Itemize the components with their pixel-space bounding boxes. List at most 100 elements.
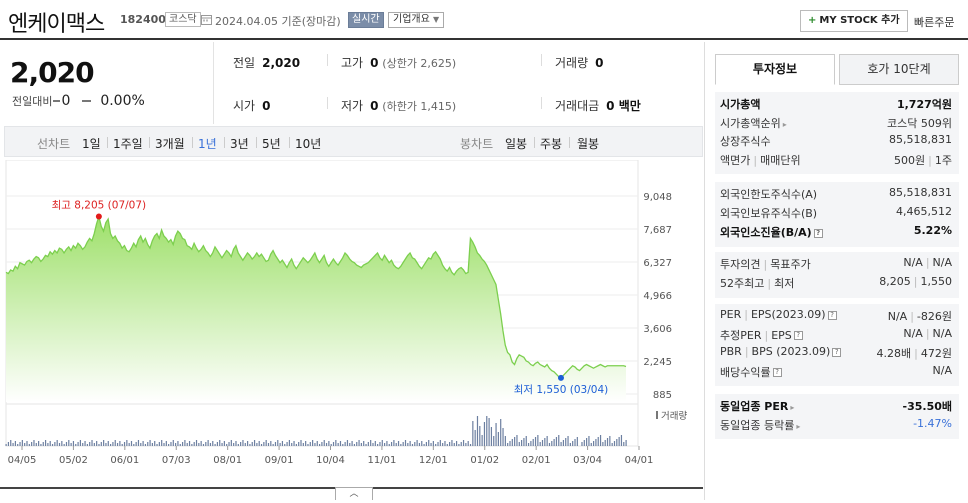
- tab-orderbook[interactable]: 호가 10단계: [839, 54, 959, 85]
- volume-bar: [620, 435, 623, 446]
- volume-bar: [168, 444, 170, 446]
- tab-invest-info[interactable]: 투자정보: [715, 54, 835, 85]
- info-label: 시가총액: [720, 98, 761, 111]
- period-3m[interactable]: 3개월: [155, 137, 185, 151]
- candle-monthly[interactable]: 월봉: [577, 137, 600, 151]
- expand-handle[interactable]: ︿: [335, 487, 373, 500]
- volume-bar: [207, 440, 209, 446]
- volume-bar: [288, 440, 290, 446]
- volume-bar: [142, 441, 144, 446]
- volume-bar: [581, 442, 583, 446]
- help-icon[interactable]: ?: [813, 228, 823, 238]
- period-3y[interactable]: 3년: [230, 137, 249, 151]
- volume-bar: [548, 443, 551, 446]
- volume-bar: [277, 440, 279, 446]
- period-1w[interactable]: 1주일: [113, 137, 143, 151]
- volume-bar: [462, 440, 465, 446]
- volume-bar: [507, 443, 509, 446]
- volume-bar: [332, 442, 335, 446]
- flat-icon: [53, 100, 61, 102]
- info-row: 52주최고 | 최저 8,205 | 1,550: [720, 275, 954, 293]
- volume-bar: [544, 438, 546, 446]
- volume-bar: [597, 437, 599, 446]
- volume-bar: [521, 440, 523, 446]
- volume-bar: [98, 444, 100, 446]
- volume-bar: [569, 443, 571, 446]
- volume-bar: [423, 444, 425, 446]
- info-value: -1.47%: [913, 416, 952, 430]
- volume-bar: [592, 441, 595, 446]
- volume-bar: [537, 435, 539, 446]
- volume-bar: [40, 444, 42, 446]
- volume-bar: [449, 442, 451, 446]
- period-1y[interactable]: 1년: [198, 137, 217, 151]
- corp-info-dropdown[interactable]: 기업개요 ▼: [388, 12, 445, 28]
- x-tick-label: 11/01: [368, 455, 397, 466]
- volume-bar: [293, 441, 295, 446]
- volume-bar: [263, 442, 265, 446]
- volume-bar: [455, 441, 458, 446]
- quick-order-link[interactable]: 빠른주문: [914, 16, 955, 29]
- volume-bar: [14, 441, 16, 446]
- volume-bar: [260, 444, 263, 446]
- realtime-button[interactable]: 실시간: [348, 12, 384, 28]
- diff-value: 0: [61, 93, 71, 109]
- candle-weekly[interactable]: 주봉: [540, 137, 563, 151]
- info-label: PBR | BPS (2023.09)?: [720, 345, 842, 358]
- period-1d[interactable]: 1일: [82, 137, 101, 151]
- volume-bar: [323, 440, 325, 446]
- y-tick-label: 9,048: [643, 192, 672, 203]
- stock-name: 엔케이맥스: [8, 12, 105, 37]
- info-value: 4,465,512: [896, 205, 952, 218]
- volume-bar: [421, 441, 423, 446]
- volume-bar: [82, 443, 84, 446]
- volume-bar: [281, 441, 284, 446]
- info-block-3: 투자의견 | 목표주가 N/A | N/A 52주최고 | 최저 8,205 | 1,550: [715, 252, 959, 298]
- volume-bar: [72, 441, 75, 446]
- info-row: PER | EPS(2023.09)? N/A | -826원: [720, 308, 954, 326]
- candle-daily[interactable]: 일봉: [505, 137, 528, 151]
- volume-bar: [435, 444, 437, 446]
- help-icon[interactable]: ?: [772, 368, 782, 377]
- volume-bar: [553, 439, 555, 446]
- info-value: 4.28배 | 472원: [876, 347, 952, 360]
- volume-bar: [137, 440, 140, 446]
- volume-bar: [493, 436, 495, 446]
- info-row: 추정PER | EPS? N/A | N/A: [720, 327, 954, 345]
- volume-bar: [342, 444, 344, 446]
- info-label: 상장주식수: [720, 135, 771, 148]
- mystock-add-button[interactable]: + MY STOCK 추가: [800, 10, 908, 32]
- price-chart[interactable]: 9,048 7,687 6,327 4,966 3,606 2,245 885 최고 8,20…: [0, 159, 703, 500]
- info-label: 동일업종 PER ▸: [720, 400, 795, 413]
- volume-bar: [156, 444, 158, 446]
- volume-bar: [328, 441, 330, 446]
- caret-right-icon[interactable]: ▸: [782, 119, 787, 129]
- volume-bar: [186, 443, 188, 446]
- volume-bar: [551, 441, 553, 446]
- info-value: 85,518,831: [889, 133, 952, 146]
- info-row: 시가총액순위 ▸ 코스닥 509위: [720, 115, 954, 133]
- period-10y[interactable]: 10년: [295, 137, 322, 151]
- volume-bar: [26, 441, 28, 446]
- info-label: 외국인한도주식수(A): [720, 188, 818, 201]
- diff-label: 전일대비: [12, 95, 53, 108]
- volume-bar: [35, 443, 37, 446]
- high-marker: [95, 213, 102, 220]
- help-icon[interactable]: ?: [832, 347, 842, 357]
- volume-bar: [349, 443, 351, 446]
- info-block-1: 시가총액 1,727억원 시가총액순위 ▸ 코스닥 509위 상장주식수 85,518,83…: [715, 92, 959, 174]
- volume-bar: [31, 442, 33, 446]
- help-icon[interactable]: ?: [827, 310, 837, 320]
- volume-bar: [158, 442, 160, 446]
- info-value: N/A: [932, 363, 952, 377]
- help-icon[interactable]: ?: [793, 331, 803, 340]
- volume-label: 거래량: [661, 410, 687, 422]
- period-5y[interactable]: 5년: [262, 137, 281, 151]
- caret-right-icon[interactable]: ▸: [796, 421, 801, 431]
- volume-bar: [490, 427, 493, 446]
- caret-right-icon[interactable]: ▸: [790, 403, 795, 412]
- volume-bar: [84, 441, 86, 446]
- volume-bar: [77, 442, 79, 446]
- quote-table: 전일 2,020 고가 0 (상한가 2,625) 거래량 0 시가 0 저가 0 (하한…: [215, 42, 703, 124]
- volume-bar: [384, 443, 386, 446]
